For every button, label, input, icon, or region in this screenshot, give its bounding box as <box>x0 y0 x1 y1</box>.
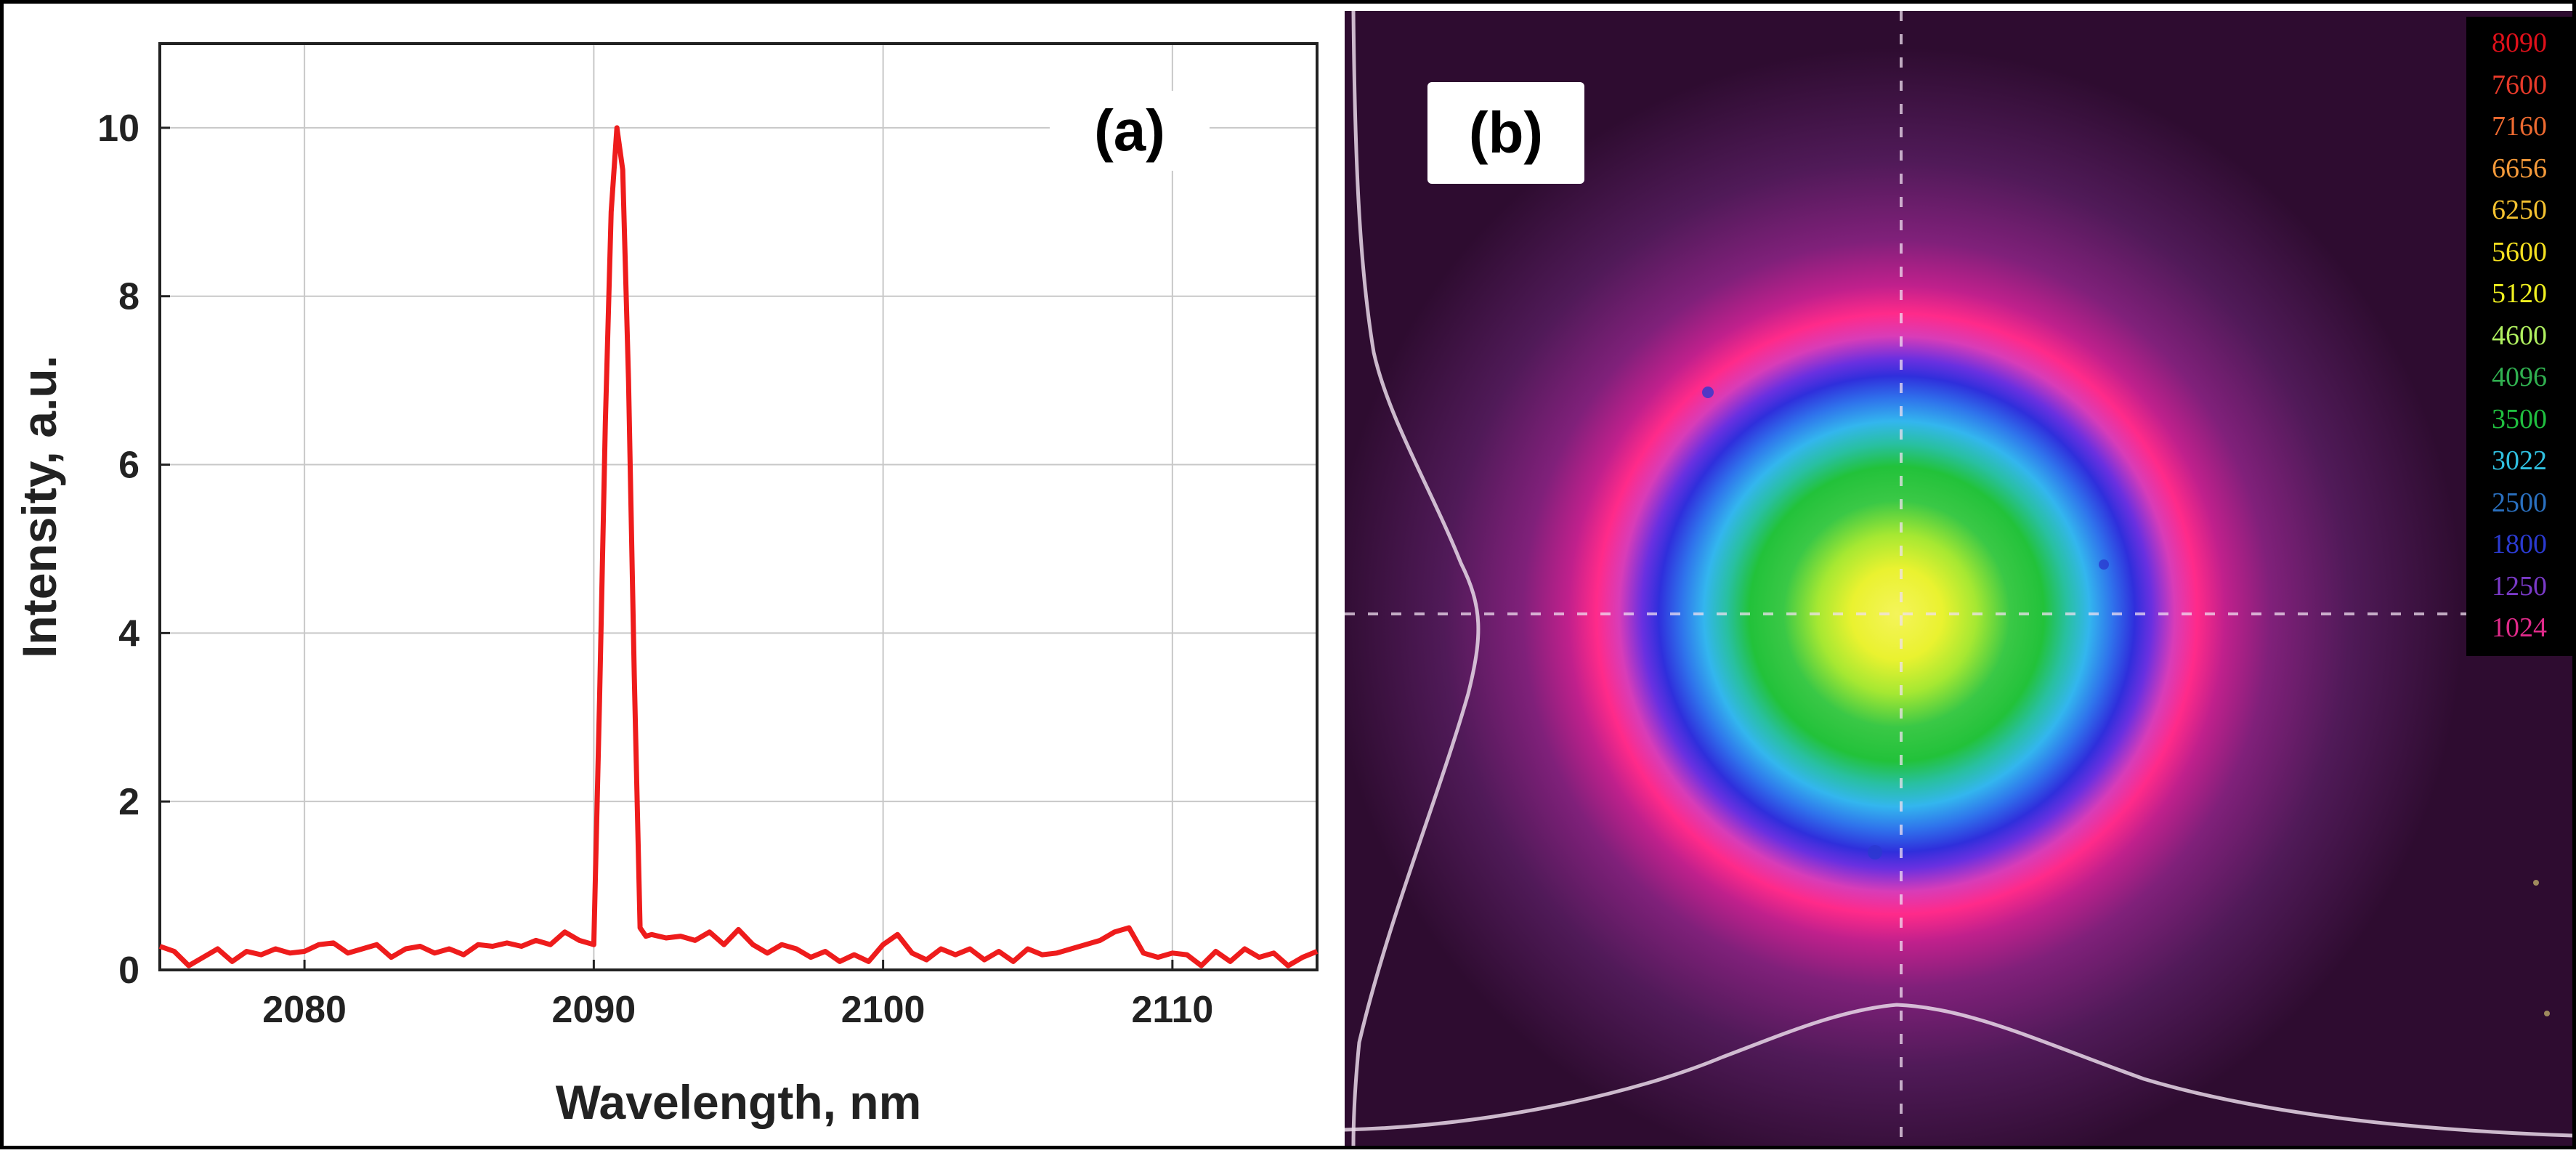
colorbar-label: 2500 <box>2492 487 2547 518</box>
beam-speckle <box>2099 559 2109 570</box>
panel-label-b: (b) <box>1427 82 1584 184</box>
colorbar-label: 1800 <box>2492 529 2547 559</box>
colorbar-label: 1250 <box>2492 570 2547 602</box>
x-axis-label: Wavelength, nm <box>556 1075 922 1129</box>
beam-speckle <box>1868 845 1882 859</box>
y-tick-label: 10 <box>97 108 139 150</box>
colorbar-label: 3500 <box>2492 403 2547 434</box>
colorbar-label: 1024 <box>2492 612 2547 643</box>
colorbar-label: 5120 <box>2492 278 2547 309</box>
spectrum-panel: 2080 2090 2100 2110 0 2 4 6 8 10 Wavelength, nm Int… <box>4 4 1345 1153</box>
colorbar-label: 8090 <box>2492 28 2547 58</box>
x-tick-label: 2100 <box>841 989 926 1031</box>
y-tick-label: 2 <box>118 781 139 823</box>
beam-background <box>1345 11 2572 1146</box>
y-tick-label: 6 <box>118 445 139 487</box>
colorbar-label: 4096 <box>2492 362 2547 392</box>
colorbar-label: 6656 <box>2492 153 2547 184</box>
spectrum-line <box>158 125 1319 968</box>
colorbar-label: 7600 <box>2492 69 2547 100</box>
x-tick-label: 2110 <box>1131 989 1213 1031</box>
plot-frame <box>158 42 1319 971</box>
y-tick-label: 0 <box>118 950 139 992</box>
y-tick-label: 4 <box>118 612 139 655</box>
colorbar: 8090 7600 7160 6656 6250 5600 5120 4600 4096 3500… <box>2466 17 2572 656</box>
beam-speckle <box>2533 880 2539 886</box>
panel-label-a: (a) <box>1050 91 1210 171</box>
beam-profile-image <box>1345 11 2572 1146</box>
vertical-profile-curve <box>1351 11 1481 1146</box>
x-tick-label: 2090 <box>552 989 636 1031</box>
horizontal-profile-curve <box>1345 1003 2572 1138</box>
y-axis-label: Intensity, a.u. <box>12 355 66 658</box>
beam-speckle <box>1702 387 1714 398</box>
y-tick-label: 8 <box>118 276 139 318</box>
colorbar-label: 6250 <box>2492 195 2547 225</box>
beam-speckle <box>2544 1011 2550 1016</box>
spectrum-chart: 2080 2090 2100 2110 0 2 4 6 8 10 Wavelength, nm Int… <box>12 42 1319 1129</box>
colorbar-label: 3022 <box>2492 445 2547 476</box>
x-tick-label: 2080 <box>262 989 347 1031</box>
colorbar-label: 4600 <box>2492 320 2547 351</box>
colorbar-label: 5600 <box>2492 236 2547 267</box>
beam-profile-panel <box>1345 11 2572 1146</box>
colorbar-label: 7160 <box>2492 111 2547 142</box>
